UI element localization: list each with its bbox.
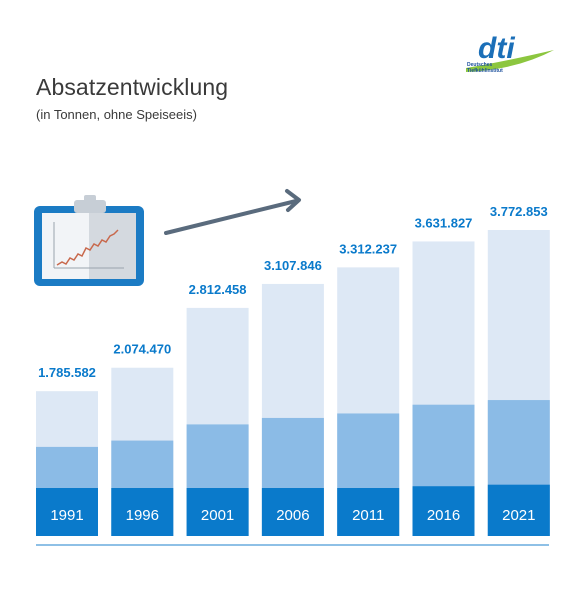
bar-group: 2016 3.631.827 <box>412 215 475 536</box>
logo-wordmark: dti <box>478 32 515 65</box>
data-label: 2.074.470 <box>113 342 171 357</box>
bar-segment-dark <box>186 488 249 536</box>
logo-caption-line2: Tiefkühlinstitut <box>467 68 503 74</box>
data-label: 3.107.846 <box>264 258 322 273</box>
data-label: 2.812.458 <box>189 282 247 297</box>
bar-segment-dark <box>36 488 98 536</box>
dti-logo: dti <box>466 32 554 72</box>
x-tick-label: 2006 <box>276 507 309 524</box>
bar-segment-dark <box>111 488 174 536</box>
bars-layer: 19911.785.58219962.074.47020012.812.4582… <box>36 204 550 536</box>
x-tick-label: 1991 <box>50 507 83 524</box>
bar-segment-dark <box>487 484 550 536</box>
x-tick-label: 2001 <box>201 507 234 524</box>
bar-group: 2021 3.772.853 <box>487 204 550 536</box>
data-label: 1.785.582 <box>38 365 96 380</box>
bar-segment-dark <box>261 488 324 536</box>
bar-segment-dark <box>337 488 400 536</box>
x-tick-label: 1996 <box>126 507 159 524</box>
data-label: 3.631.827 <box>415 215 473 230</box>
trend-arrow-icon <box>164 189 301 235</box>
logo-caption-line1: Deutsches <box>467 62 493 68</box>
bar-segment-dark <box>412 486 475 536</box>
x-tick-label: 2011 <box>352 507 384 524</box>
chart-title: Absatzentwicklung <box>36 74 229 100</box>
clipboard-chart-icon <box>34 195 144 286</box>
logo-swoosh <box>466 50 554 72</box>
bar-group: 2006 3.107.846 <box>261 258 324 536</box>
data-label: 3.772.853 <box>490 204 548 219</box>
logo-caption: Deutsches Tiefkühlinstitut <box>467 62 503 74</box>
bar-group: 2001 2.812.458 <box>186 282 249 536</box>
x-tick-label: 2016 <box>427 507 460 524</box>
chart-subtitle: (in Tonnen, ohne Speiseeis) <box>36 107 197 122</box>
bar-group: 1996 2.074.470 <box>111 342 174 536</box>
x-tick-label: 2021 <box>502 507 535 524</box>
bar-group: 1991 1.785.582 <box>36 365 98 536</box>
bar-group: 2011 3.312.237 <box>337 241 400 536</box>
data-label: 3.312.237 <box>339 241 397 256</box>
